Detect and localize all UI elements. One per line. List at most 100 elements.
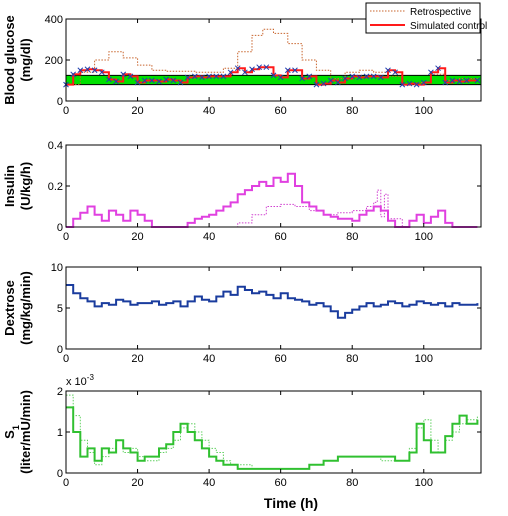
x-tick-label: 80 — [346, 105, 358, 117]
x-tick-label: 20 — [131, 477, 143, 489]
y-axis-label-line: Insulin — [2, 165, 17, 207]
glucose-measurement-marker — [84, 66, 91, 73]
glucose-measurement-marker — [227, 69, 234, 76]
glucose-measurement-marker — [420, 79, 427, 86]
x-tick-label: 40 — [203, 231, 215, 243]
glucose-measurement-marker — [127, 73, 134, 80]
y-tick-label: 0 — [57, 222, 63, 234]
series-insulin-simulated-control — [66, 172, 478, 228]
glucose-measurement-marker — [170, 77, 177, 84]
glucose-measurement-marker — [474, 77, 481, 84]
glucose-measurement-marker — [91, 67, 98, 74]
x-tick-label: 40 — [203, 105, 215, 117]
x-tick-label: 40 — [203, 353, 215, 365]
y-axis-label-line: (U/kg/h) — [18, 162, 33, 210]
x-tick-label: 20 — [131, 353, 143, 365]
glucose-measurement-marker — [320, 80, 327, 87]
x-tick-label: 60 — [275, 231, 287, 243]
x-tick-label: 80 — [346, 231, 358, 243]
y-axis-label: S1(liter/mU/min) — [2, 390, 33, 474]
glucose-measurement-marker — [399, 81, 406, 88]
glucose-measurement-marker — [134, 79, 141, 86]
glucose-measurement-marker — [370, 73, 377, 80]
glucose-measurement-marker — [199, 74, 205, 81]
series-dextrose-0 — [66, 284, 479, 319]
x-tick-label: 60 — [275, 477, 287, 489]
glucose-measurement-marker — [163, 76, 170, 83]
target-range-band — [66, 75, 481, 85]
x-tick-label: 100 — [415, 231, 433, 243]
glucose-measurement-marker — [428, 69, 434, 76]
glucose-measurement-marker — [356, 74, 363, 81]
glucose-measurement-marker — [449, 77, 456, 84]
glucose-measurement-marker — [106, 76, 112, 83]
glucose-measurement-marker — [292, 67, 298, 74]
glucose-measurement-marker — [313, 81, 320, 88]
x-tick-label: 0 — [63, 477, 69, 489]
y-axis-label: Insulin(U/kg/h) — [2, 162, 33, 210]
glucose-measurement-marker — [299, 75, 305, 82]
glucose-measurement-marker — [385, 67, 391, 74]
y-axis-label: Dextrose(mg/kg/min) — [2, 271, 33, 345]
scale-base: x 10 — [66, 376, 87, 388]
glucose-measurement-marker — [249, 66, 255, 73]
glucose-measurement-marker — [113, 78, 119, 85]
y-tick-label: 5 — [57, 303, 63, 315]
x-tick-label: 100 — [415, 353, 433, 365]
y-tick-label: 0 — [57, 96, 63, 108]
axes-frame — [65, 390, 482, 474]
glucose-measurement-marker — [206, 73, 212, 80]
x-tick-label: 0 — [63, 105, 69, 117]
glucose-measurement-marker — [413, 81, 420, 88]
legend: Retrospective Simulated control — [365, 2, 487, 34]
y-tick-label: 400 — [45, 14, 63, 26]
series-insulin-retrospective — [66, 189, 478, 228]
glucose-measurement-marker — [141, 77, 148, 84]
y-axis-label-subscript: 1 — [11, 425, 21, 430]
legend-entry: Simulated control — [410, 21, 487, 32]
y-tick-label: 0 — [57, 468, 63, 480]
glucose-measurement-marker — [156, 78, 162, 85]
glucose-measurement-marker — [98, 69, 105, 76]
glucose-measurement-marker — [284, 67, 291, 74]
glucose-measurement-marker — [220, 73, 227, 80]
y-axis-label-line: (liter/mU/min) — [18, 390, 33, 474]
x-tick-label: 100 — [415, 105, 433, 117]
legend-box — [365, 2, 481, 34]
glucose-measurement-marker — [234, 65, 241, 72]
y-tick-label: 0 — [57, 344, 63, 356]
glucose-measurement-marker — [213, 73, 220, 80]
y-tick-label: 200 — [45, 55, 63, 67]
glucose-measurement-marker — [363, 73, 370, 80]
glucose-measurement-marker — [77, 67, 84, 74]
glucose-measurement-marker — [184, 74, 191, 81]
glucose-measurement-marker — [435, 65, 441, 72]
x-tick-label: 20 — [131, 231, 143, 243]
glucose-measurement-marker — [392, 69, 398, 76]
scale-exponent: -3 — [87, 373, 95, 382]
x-axis-label: Time (h) — [264, 495, 318, 511]
y-tick-label: 2 — [57, 386, 63, 398]
panel-glucose: 0 200 400 0 20 40 60 80 100 Blood glucose(mg/dl) R… — [2, 2, 487, 117]
glucose-measurement-marker — [242, 69, 248, 76]
x-tick-label: 80 — [346, 353, 358, 365]
y-tick-label: 0.2 — [48, 181, 63, 193]
glucose-measurement-marker — [377, 74, 384, 81]
glucose-measurement-marker — [349, 73, 356, 80]
x-tick-label: 40 — [203, 477, 215, 489]
glucose-measurement-marker — [177, 79, 184, 86]
x-tick-label: 60 — [275, 353, 287, 365]
x-tick-label: 100 — [415, 477, 433, 489]
glucose-measurement-marker — [263, 64, 270, 71]
y-axis-label-line: Dextrose — [2, 280, 17, 336]
y-tick-label: 10 — [51, 262, 63, 274]
x-tick-label: 80 — [346, 477, 358, 489]
glucose-measurement-marker — [327, 77, 334, 84]
y-axis-label-symbol: S — [2, 430, 17, 439]
glucose-measurement-marker — [306, 73, 313, 80]
axes-frame — [65, 266, 482, 350]
glucose-measurement-marker — [120, 71, 127, 78]
